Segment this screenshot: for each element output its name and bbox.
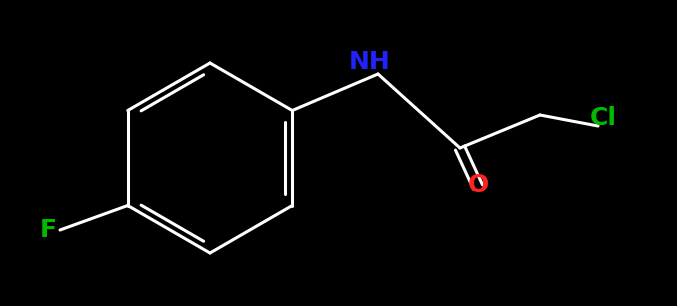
Text: NH: NH	[349, 50, 391, 74]
Text: F: F	[39, 218, 56, 242]
Text: Cl: Cl	[590, 106, 617, 130]
Text: O: O	[467, 173, 489, 197]
